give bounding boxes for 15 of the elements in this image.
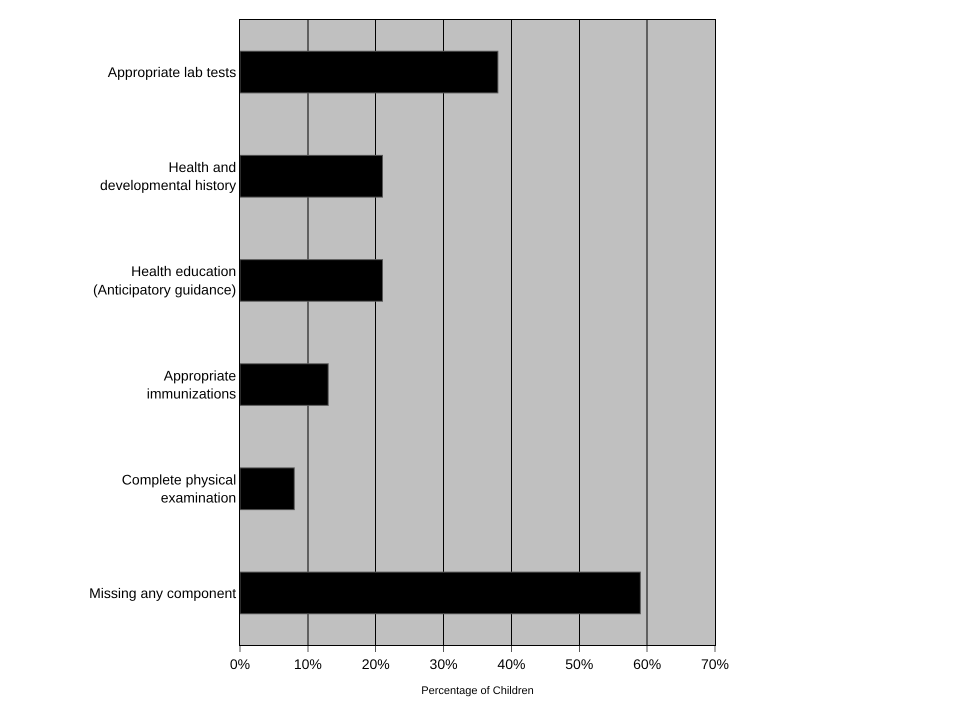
x-tick-label: 50% [565, 656, 594, 672]
x-tick-label: 70% [700, 656, 730, 672]
x-tick-label: 20% [362, 656, 390, 672]
y-tick-label: Health education (Anticipatory guidance) [93, 263, 236, 298]
y-tick-label: Appropriate immunizations [146, 367, 236, 402]
y-tick-label: Complete physical examination [122, 472, 236, 506]
y-tick-label: Appropriate lab tests [108, 64, 236, 80]
y-tick-label: Health and developmental history [100, 159, 236, 194]
x-tick-label: 30% [430, 656, 458, 672]
x-tick-label: 0% [230, 656, 250, 672]
x-tick-label: 40% [497, 656, 526, 672]
x-tick-label: 10% [294, 656, 322, 672]
x-tick-label: 60% [633, 656, 662, 672]
x-axis-title: Percentage of Children [421, 685, 534, 697]
y-tick-label: Missing any component [89, 584, 236, 601]
